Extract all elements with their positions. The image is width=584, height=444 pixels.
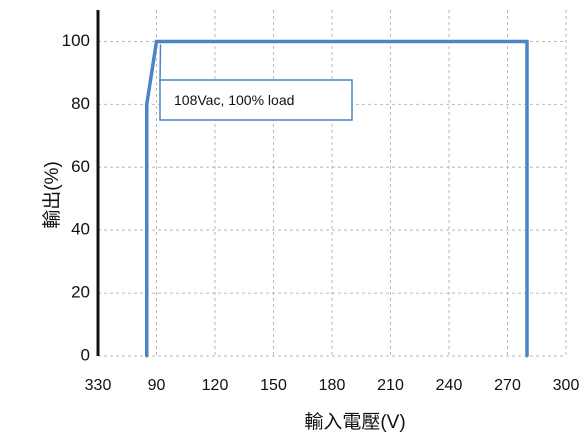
x-tick-label-7: 270 (494, 377, 521, 394)
x-tick-label-6: 240 (436, 377, 463, 394)
x-tick-label-3: 150 (260, 377, 287, 394)
series-point-0-0 (145, 354, 149, 358)
y-tick-label-5: 100 (62, 31, 90, 50)
x-tick-label-1: 90 (148, 377, 166, 394)
x-tick-label-4: 180 (319, 377, 346, 394)
y-tick-label-3: 60 (71, 157, 90, 176)
x-tick-label-2: 120 (202, 377, 229, 394)
annotation-box-0 (159, 79, 353, 121)
y-tick-label-0: 0 (81, 345, 90, 364)
annotation-text-0: 108Vac, 100% load (174, 92, 294, 108)
series-point-0-2 (155, 39, 158, 43)
y-tick-label-2: 40 (71, 220, 90, 239)
series-layer (145, 39, 529, 358)
series-point-0-1 (145, 102, 149, 106)
y-tick-label-4: 80 (71, 94, 90, 113)
x-tick-label-0: 330 (85, 377, 112, 394)
series-point-0-4 (525, 354, 529, 358)
x-tick-label-8: 300 (553, 377, 580, 394)
gridlines (98, 10, 567, 357)
annotation-pointer-0 (159, 44, 162, 83)
x-tick-label-5: 210 (377, 377, 404, 394)
series-point-0-3 (525, 39, 529, 43)
y-tick-label-1: 20 (71, 283, 90, 302)
x-axis-label: 輸入電壓(V) (304, 411, 405, 433)
tick-labels: 0 20 40 60 80 100 330 90 120 150 180 210 240 270 300 (62, 31, 580, 394)
annotation-layer: 108Vac, 100% load (159, 44, 353, 121)
y-axis-label: 輸出(%) (41, 161, 63, 229)
